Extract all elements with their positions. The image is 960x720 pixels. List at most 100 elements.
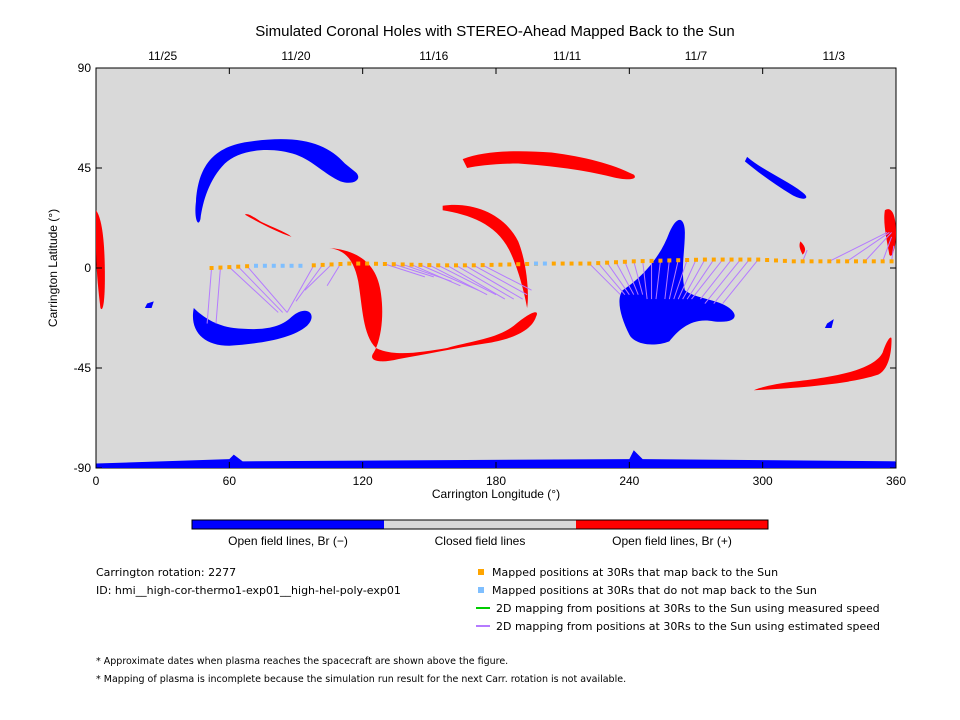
- mapped-point: [227, 265, 232, 270]
- mapped-point: [454, 263, 458, 268]
- mapped-point: [525, 262, 530, 266]
- mapped-point: [320, 262, 325, 267]
- mapped-point: [462, 263, 467, 268]
- estimated-speed-link: [295, 264, 324, 302]
- legend-not-mapped-text: Mapped positions at 30Rs that do not map…: [492, 584, 817, 597]
- estimated-speed-link: [326, 263, 341, 287]
- hole-pos-left-edge: [96, 210, 105, 310]
- hole-neg-northeast-sliver: [744, 156, 807, 199]
- x-axis-label: Carrington Longitude (°): [432, 487, 560, 501]
- mapped-point: [818, 259, 823, 264]
- top-date-label: 11/20: [281, 49, 310, 63]
- estimated-speed-link: [237, 266, 284, 313]
- mapped-point: [640, 259, 645, 264]
- mapped-point: [569, 261, 574, 266]
- y-tick-label: 0: [84, 261, 91, 275]
- mapped-point: [774, 258, 778, 263]
- hole-neg-south-pole: [96, 450, 896, 468]
- estimated-line-icon: [476, 625, 490, 627]
- run-id-label: ID: hmi__high-cor-thermo1-exp01__high-he…: [96, 584, 401, 597]
- colorbar-positive: [576, 520, 768, 529]
- hole-pos-left-sliver: [244, 214, 292, 237]
- colorbar-label-closed: Closed field lines: [435, 534, 526, 548]
- mapped-point: [685, 258, 690, 262]
- estimated-speed-link: [864, 232, 892, 262]
- estimated-speed-link: [633, 261, 644, 295]
- mapped-marker-icon: [478, 569, 484, 575]
- estimated-speed-link: [393, 263, 434, 278]
- mapped-point: [631, 259, 636, 264]
- mapped-point: [418, 262, 423, 267]
- x-tick-label: 240: [619, 474, 639, 488]
- mapped-point: [738, 257, 743, 262]
- mapped-point: [720, 257, 725, 262]
- mapped-point: [338, 262, 343, 266]
- mapped-point: [889, 259, 894, 264]
- mapped-point: [596, 261, 601, 266]
- mapped-point: [471, 263, 476, 268]
- colorbar-label-negative: Open field lines, Br (−): [228, 534, 348, 548]
- mapped-point: [747, 257, 752, 262]
- mapped-point: [676, 258, 681, 263]
- x-tick-label: 180: [486, 474, 506, 488]
- estimated-speed-link: [246, 265, 288, 313]
- not-mapped-point: [271, 263, 276, 268]
- estimated-speed-links: [206, 231, 895, 324]
- hole-neg-small-speck: [144, 301, 154, 308]
- estimated-speed-link: [411, 264, 461, 287]
- mapped-point: [729, 257, 734, 262]
- mapped-point: [445, 263, 450, 268]
- estimated-speed-link: [624, 261, 639, 295]
- mapped-point: [756, 257, 761, 262]
- estimated-speed-link: [882, 236, 893, 262]
- mapped-point: [551, 261, 556, 266]
- estimated-speed-link: [677, 259, 697, 300]
- estimated-speed-link: [597, 262, 626, 295]
- mapped-point: [347, 261, 352, 266]
- mapped-point: [516, 262, 521, 267]
- estimated-speed-link: [420, 264, 479, 291]
- hole-pos-north-arc: [462, 151, 635, 180]
- hole-pos-middle-arc: [442, 204, 528, 308]
- mapped-point: [480, 263, 485, 268]
- plot-area: [95, 67, 897, 469]
- mapped-point: [880, 259, 885, 264]
- mapped-point: [782, 258, 787, 263]
- footnote-incomplete: * Mapping of plasma is incomplete becaus…: [96, 674, 627, 685]
- legend-estimated-text: 2D mapping from positions at 30Rs to the…: [496, 620, 881, 633]
- estimated-speed-link: [464, 264, 523, 300]
- hole-neg-small-speck-2: [824, 319, 834, 328]
- legend-mapped-text: Mapped positions at 30Rs that map back t…: [492, 566, 779, 579]
- chart-title: Simulated Coronal Holes with STEREO-Ahea…: [255, 23, 734, 40]
- legend-measured-text: 2D mapping from positions at 30Rs to the…: [496, 602, 880, 615]
- mapped-point: [329, 262, 334, 267]
- legend-measured: 2D mapping from positions at 30Rs to the…: [476, 602, 880, 615]
- mapped-point: [578, 261, 583, 266]
- y-tick-label: -90: [74, 461, 92, 475]
- mapped-point: [800, 259, 805, 264]
- top-date-label: 11/16: [419, 49, 448, 63]
- mapped-point: [587, 261, 592, 266]
- estimated-speed-link: [215, 267, 221, 324]
- mapped-point: [245, 264, 250, 269]
- top-date-axis: 11/25 11/20 11/16 11/11 11/7 11/3: [148, 49, 845, 63]
- mapped-point: [400, 262, 405, 267]
- not-mapped-point: [262, 263, 267, 268]
- mapped-point: [694, 257, 698, 262]
- coronal-holes-layer: [96, 139, 896, 468]
- mapped-point: [614, 260, 618, 265]
- estimated-speed-link: [206, 267, 213, 324]
- hole-pos-middle-s: [329, 248, 537, 362]
- mapped-point: [862, 259, 867, 264]
- colorbar-closed: [384, 520, 576, 529]
- mapped-point: [791, 259, 796, 264]
- mapped-point: [356, 261, 361, 266]
- mapped-point: [667, 258, 672, 263]
- not-mapped-point: [534, 261, 538, 266]
- hole-neg-north-arc: [195, 139, 359, 223]
- x-tick-label: 300: [753, 474, 773, 488]
- mapped-point: [765, 258, 770, 262]
- estimated-speed-link: [384, 263, 426, 278]
- estimated-speed-link: [615, 261, 635, 295]
- mapped-point: [622, 259, 627, 264]
